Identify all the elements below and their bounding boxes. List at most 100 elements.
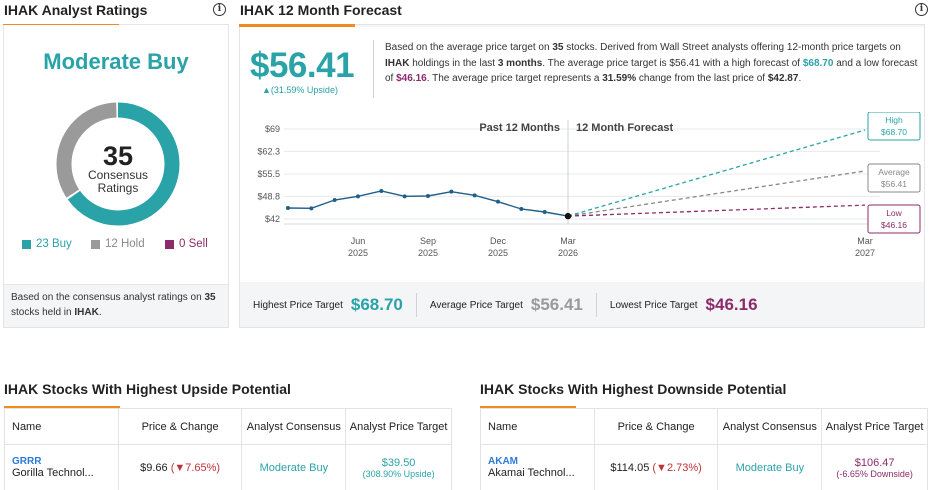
stat-highest-label: Highest Price Target [253, 299, 343, 311]
current-price-point [564, 212, 572, 220]
target-price: $39.50 [381, 456, 416, 469]
col-name-header: Name [480, 408, 595, 445]
desc-low: $46.16 [396, 73, 427, 84]
forecast-average-box [867, 163, 921, 193]
legend-sell-label: 0 Sell [179, 238, 208, 250]
table-row[interactable]: AKAM Akamai Technol... $114.05 (▼2.73%) … [480, 444, 928, 490]
table-header-row: Name Price & Change Analyst Consensus An… [4, 408, 452, 445]
desc-count: 35 [552, 42, 564, 53]
desc-text: holdings in the last [409, 57, 498, 69]
forecast-description: Based on the average price target on 35 … [385, 40, 920, 87]
donut-buy-segment [56, 102, 180, 226]
price-change-cell: $9.66 (▼7.65%) [117, 444, 243, 490]
history-point [519, 207, 524, 211]
stock-name-cell[interactable]: GRRR Gorilla Technol... [4, 444, 119, 490]
consensus-cell[interactable]: Moderate Buy [717, 444, 823, 490]
forecast-high-value: $68.70 [881, 127, 907, 137]
stat-highest-value: $68.70 [350, 295, 403, 314]
col-name-header: Name [4, 408, 119, 445]
center-label-line1: Consensus [87, 168, 149, 182]
upside-table-title: IHAK Stocks With Highest Upside Potentia… [4, 381, 291, 397]
forecast-header: 12 Month Forecast [576, 122, 674, 134]
info-icon[interactable]: i [213, 3, 226, 16]
ratings-donut [56, 102, 180, 226]
footnote-text-2: stocks held in [11, 307, 72, 318]
footnote-text-1: Based on the consensus analyst ratings o… [11, 292, 202, 303]
desc-ticker: IHAK [385, 57, 410, 69]
ratings-footnote: Based on the consensus analyst ratings o… [11, 290, 221, 320]
footnote-count: 35 [204, 292, 216, 303]
forecast-average-line [567, 170, 866, 217]
price-change-cell: $114.05 (▼2.73%) [593, 444, 719, 490]
history-point [472, 193, 477, 198]
table-row[interactable]: GRRR Gorilla Technol... $9.66 (▼7.65%) M… [4, 444, 452, 490]
forecast-low-name: Low [886, 208, 902, 218]
desc-high: $68.70 [802, 57, 834, 69]
forecast-high-name: High [885, 115, 903, 125]
stock-price: $114.05 [610, 461, 650, 474]
stat-average-value: $56.41 [530, 295, 583, 314]
desc-divider [373, 40, 374, 98]
table-header-row: Name Price & Change Analyst Consensus An… [480, 408, 928, 445]
col-consensus-header: Analyst Consensus [241, 408, 347, 445]
stock-name: Akamai Technol... [488, 467, 575, 479]
upside-table: Name Price & Change Analyst Consensus An… [4, 408, 452, 490]
past-header: Past 12 Months [479, 122, 560, 134]
target-price: $106.47 [854, 456, 895, 469]
forecast-low-value: $46.16 [881, 220, 907, 230]
forecast-chart-panel [240, 27, 924, 282]
x-tick-month: Mar [560, 236, 576, 246]
consensus-label: Moderate Buy [43, 49, 189, 74]
stock-price: $9.66 [140, 461, 168, 474]
history-point [542, 210, 547, 214]
forecast-average-value: $56.41 [881, 179, 907, 189]
legend-buy-label: 23 Buy [36, 238, 72, 250]
desc-period: 3 months [497, 57, 543, 69]
sell-swatch-icon [165, 239, 174, 249]
stock-change: (▼7.65%) [170, 461, 221, 474]
stat-divider [595, 293, 597, 317]
history-point [309, 206, 314, 211]
stock-name: Gorilla Technol... [12, 467, 94, 479]
stat-divider [415, 293, 417, 317]
forecast-average-name: Average [878, 167, 910, 177]
target-upside: (308.90% Upside) [362, 468, 435, 479]
x-tick-month: Dec [490, 236, 507, 246]
history-point [356, 194, 360, 199]
x-tick-year: 2025 [348, 248, 368, 258]
x-tick-year: 2026 [558, 248, 578, 258]
stock-ticker-link[interactable]: AKAM [488, 456, 518, 467]
target-downside: (-6.65% Downside) [836, 468, 913, 479]
stat-average: Average Price Target $56.41 [417, 295, 596, 315]
x-tick-month: Mar [857, 236, 873, 246]
history-point [332, 198, 337, 202]
col-price-header: Price & Change [117, 408, 243, 445]
legend-buy: 23 Buy [22, 238, 72, 250]
legend-sell: 0 Sell [165, 238, 208, 250]
info-icon[interactable]: i [915, 3, 928, 16]
stat-lowest: Lowest Price Target $46.16 [597, 295, 771, 315]
stock-ticker-link[interactable]: GRRR [12, 456, 42, 467]
forecast-high-line [567, 129, 866, 217]
downside-table: Name Price & Change Analyst Consensus An… [480, 408, 928, 490]
col-target-header: Analyst Price Target [821, 408, 928, 445]
accent-bar [239, 24, 355, 27]
consensus-cell[interactable]: Moderate Buy [241, 444, 347, 490]
average-price-target: $56.41 [250, 46, 355, 85]
col-price-header: Price & Change [593, 408, 719, 445]
ratings-center-label: Consensus Ratings [55, 169, 181, 195]
legend-hold: 12 Hold [91, 238, 145, 250]
forecast-high-box [867, 112, 921, 141]
stat-lowest-label: Lowest Price Target [609, 299, 698, 311]
desc-text: . [798, 73, 802, 84]
stat-highest: Highest Price Target $68.70 [240, 295, 416, 315]
stock-name-cell[interactable]: AKAM Akamai Technol... [480, 444, 595, 490]
legend-hold-label: 12 Hold [105, 238, 145, 250]
accent-bar [480, 406, 576, 409]
forecast-chart: $69 $62.3 $55.5 $48.8 $42 Past 12 Months 12 Mo… [257, 112, 921, 258]
target-cell: $39.50 (308.90% Upside) [345, 444, 452, 490]
ratings-inner-panel: Moderate Buy 35 Consensus Ratings 23 Buy… [3, 25, 229, 285]
buy-swatch-icon [22, 239, 31, 249]
desc-text: stocks. Derived from Wall Street analyst… [563, 42, 901, 53]
history-point [449, 189, 454, 194]
